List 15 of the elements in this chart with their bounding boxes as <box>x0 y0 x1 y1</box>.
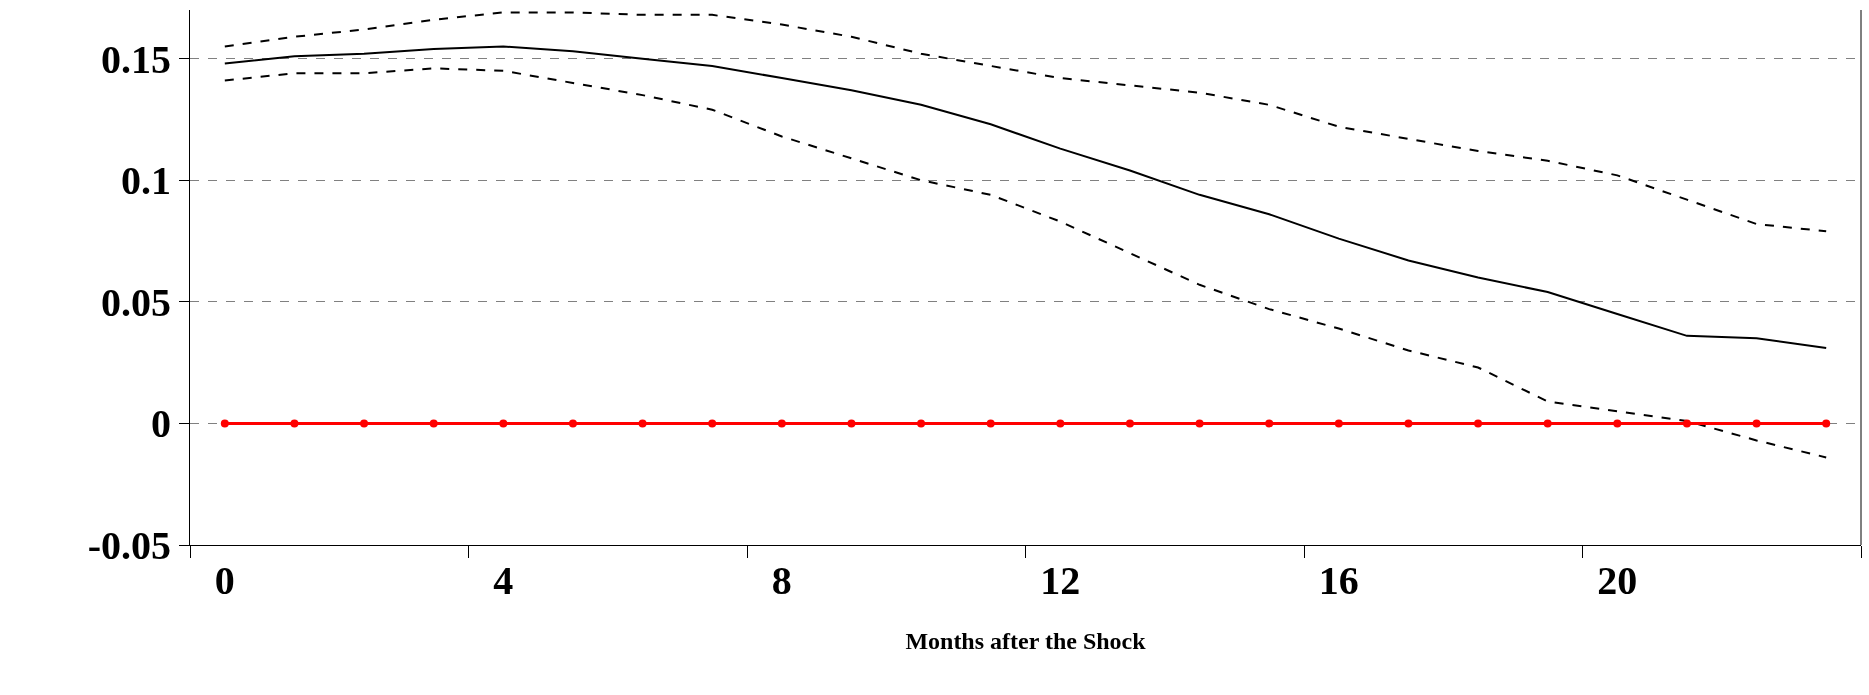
line-series <box>223 67 1828 459</box>
y-tick-label: 0.05 <box>101 279 171 325</box>
x-tick-label: 0 <box>214 558 235 603</box>
x-tick-label: 8 <box>771 558 792 603</box>
x-axis-title: Months after the Shock <box>905 628 1147 655</box>
line-series <box>223 45 1828 350</box>
line-series <box>223 11 1828 233</box>
y-tick-label: 0.1 <box>121 158 171 204</box>
x-tick-label: 16 <box>1318 558 1359 603</box>
y-tick-label: 0 <box>151 401 171 447</box>
y-tick-label: 0.15 <box>101 36 171 82</box>
x-tick-label: 20 <box>1597 558 1638 603</box>
x-tick-label: 12 <box>1040 558 1081 603</box>
y-tick-label: -0.05 <box>87 523 171 568</box>
x-tick-label: 4 <box>493 558 514 603</box>
